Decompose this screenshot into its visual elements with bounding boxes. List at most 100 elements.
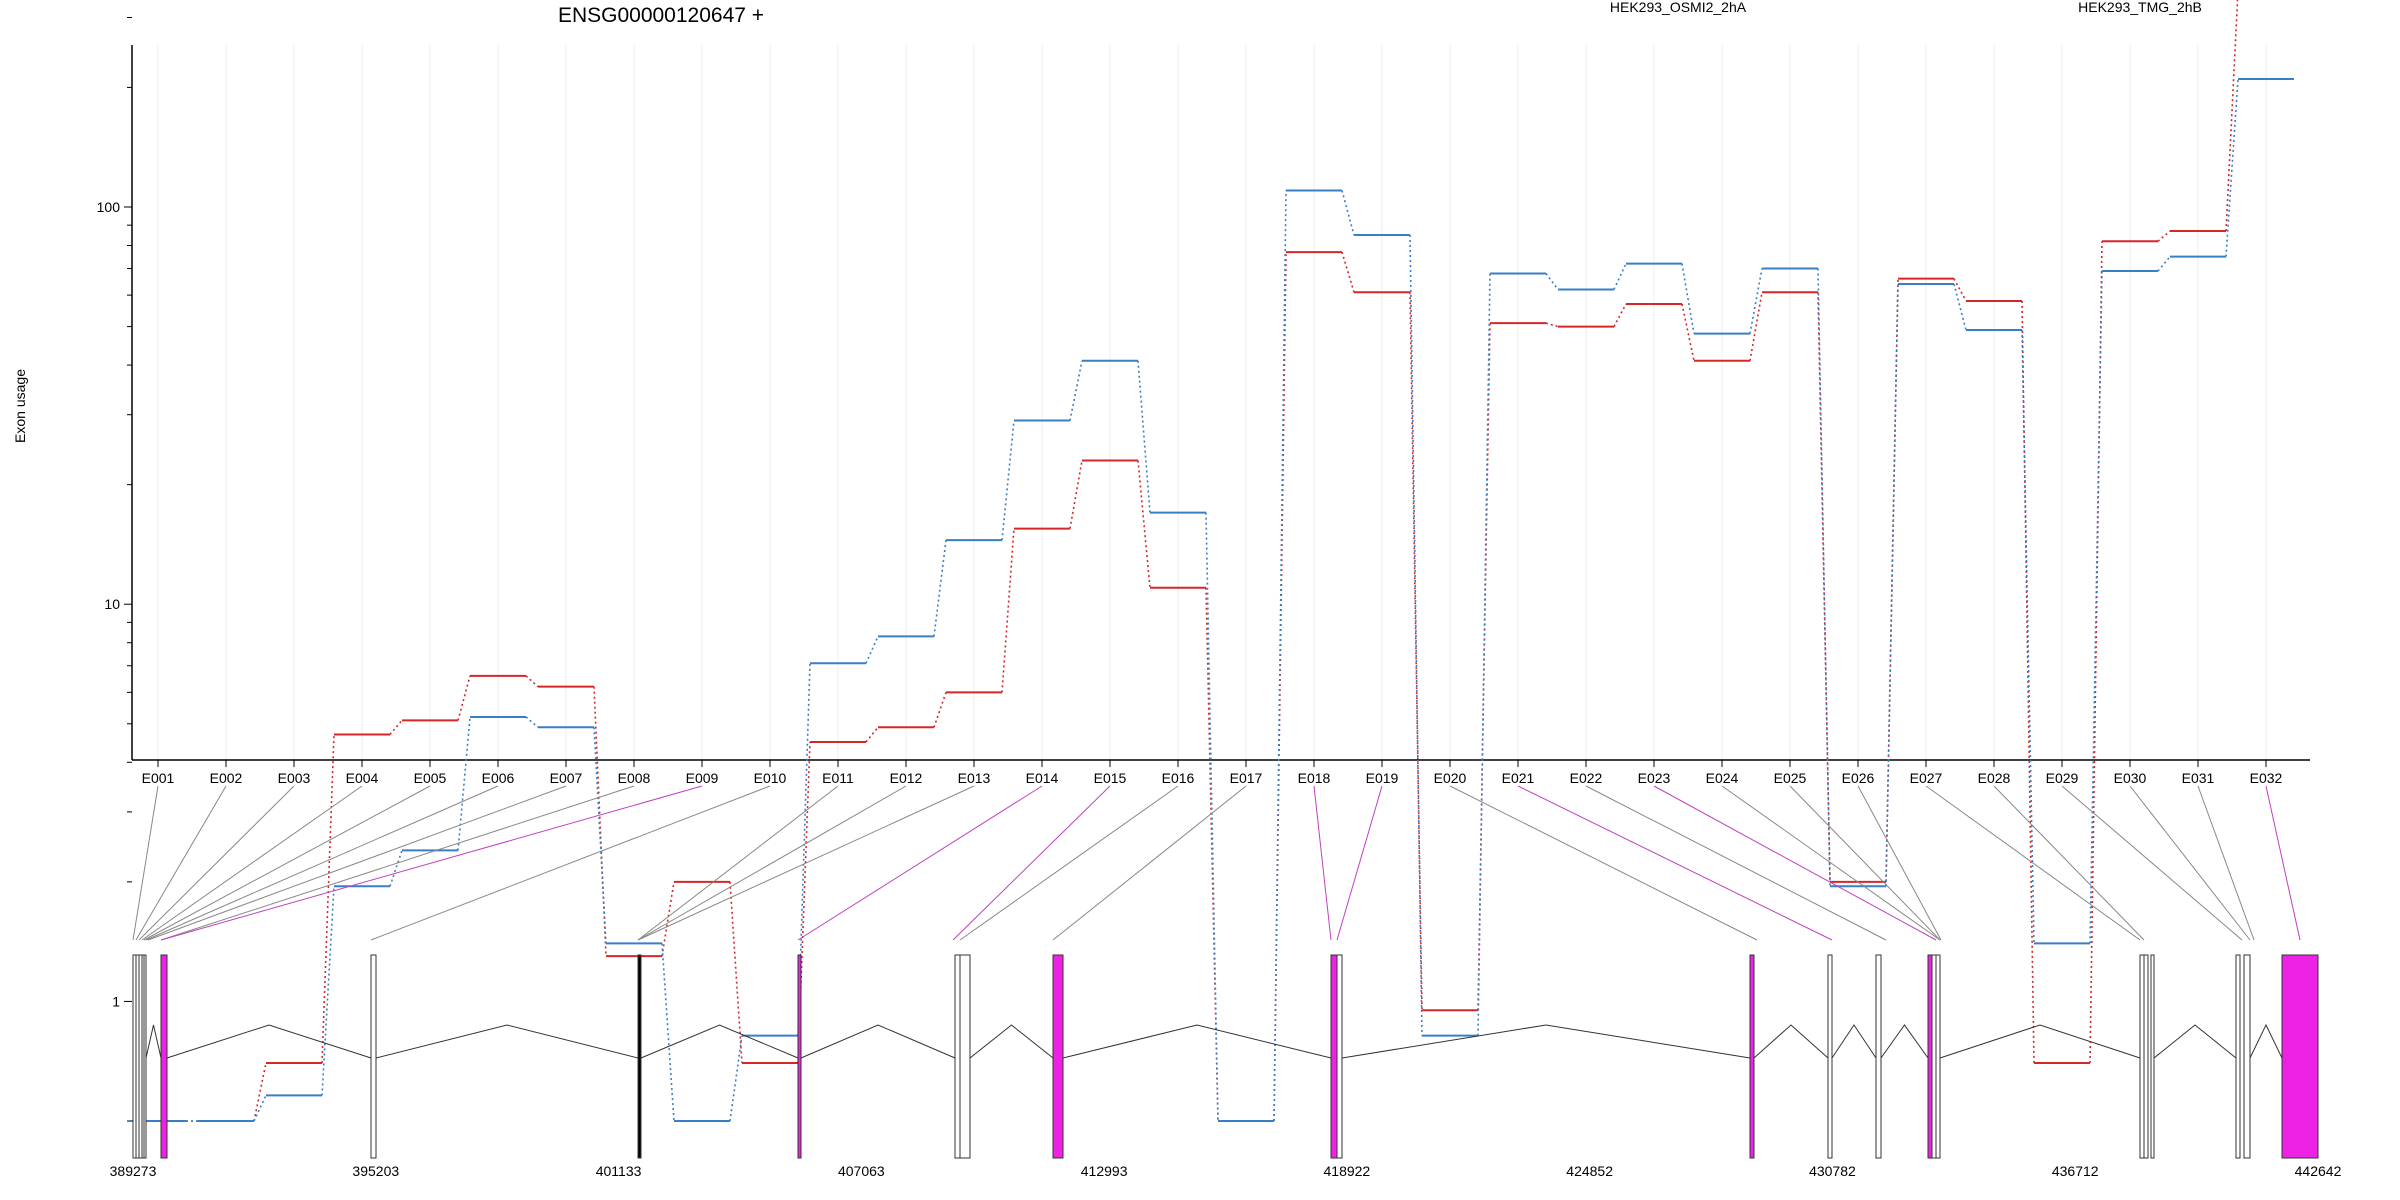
x-tick-label: E026: [1842, 770, 1875, 786]
x-tick-label: E019: [1366, 770, 1399, 786]
exon-connector: [132, 785, 159, 941]
x-tick-label: E032: [2250, 770, 2283, 786]
x-tick-label: E007: [550, 770, 583, 786]
series-join: [525, 675, 539, 688]
intron-line: [1831, 1024, 1877, 1059]
exon-box: [1931, 954, 1937, 1159]
exon-box: [1749, 954, 1755, 1159]
genomic-tick-label: 418922: [1324, 1163, 1371, 1179]
exon-box: [797, 954, 802, 1159]
exon-connector: [160, 785, 703, 941]
series-join: [389, 850, 403, 887]
exon-connector: [145, 785, 499, 941]
intron-line: [969, 1024, 1054, 1059]
x-tick-label: E027: [1910, 770, 1943, 786]
x-tick-label: E030: [2114, 770, 2147, 786]
series-join: [1749, 268, 1763, 334]
x-tick-label: E009: [686, 770, 719, 786]
exon-connector: [141, 785, 363, 941]
series-join: [1613, 263, 1627, 290]
exon-box: [2235, 954, 2241, 1159]
series-join: [1001, 528, 1015, 693]
y-axis-label: Exon usage: [12, 369, 28, 443]
series-join: [1205, 512, 1219, 1122]
exon-box: [1052, 954, 1064, 1159]
x-tick-label: E031: [2182, 770, 2215, 786]
exon-connector: [1653, 785, 1937, 941]
series-join: [2089, 270, 2103, 944]
legend-series-1: HEK293_OSMI2_2hA: [1610, 0, 1747, 15]
genomic-tick-label: 430782: [1809, 1163, 1856, 1179]
x-tick-label: E006: [482, 770, 515, 786]
exon-box: [1927, 954, 1933, 1159]
exon-connector: [952, 785, 1111, 941]
series-join: [1953, 278, 1967, 302]
exon-box: [959, 954, 971, 1159]
gene-model: 389273 395203 401133 407063 412993 418922 4248…: [110, 954, 2342, 1179]
exon-connector: [1336, 785, 1383, 941]
exon-connector: [1993, 785, 2145, 941]
genomic-tick-label: 389273: [110, 1163, 157, 1179]
series-join: [1477, 323, 1491, 1011]
exon-connector: [2061, 785, 2243, 941]
x-tick-label: E021: [1502, 770, 1535, 786]
series-join: [593, 727, 607, 944]
x-tick-label: E013: [958, 770, 991, 786]
series-join: [933, 540, 947, 637]
series-join: [1069, 460, 1083, 529]
intron-line: [1939, 1024, 2141, 1059]
intron-line: [145, 1024, 162, 1059]
exon-box: [2150, 954, 2155, 1159]
series-join: [457, 675, 471, 721]
legend-series-2: HEK293_TMG_2hB: [2078, 0, 2202, 15]
exon-connector: [1857, 785, 1942, 941]
series-join: [865, 636, 879, 664]
intron-line: [2249, 1023, 2283, 1059]
series-join: [797, 663, 811, 1036]
exon-connector: [637, 785, 975, 941]
x-tick-label: E023: [1638, 770, 1671, 786]
exon-box: [954, 954, 961, 1159]
exon-connector: [135, 785, 227, 941]
exon-connector: [797, 785, 1043, 941]
exon-box: [1330, 954, 1338, 1159]
series-join: [1409, 235, 1423, 1036]
exon-connector: [959, 785, 1179, 941]
series-join: [1681, 263, 1695, 334]
x-tick-label: E020: [1434, 770, 1467, 786]
series-join: [1341, 190, 1355, 236]
exon-box: [160, 954, 168, 1159]
exon-connector: [2197, 785, 2255, 941]
exon-connector: [1721, 785, 1941, 941]
x-tick-label: E003: [278, 770, 311, 786]
series-join: [1341, 251, 1355, 293]
series-join: [1681, 303, 1695, 361]
series-join: [2021, 330, 2035, 944]
series-join: [1953, 283, 1967, 331]
exon-box: [2139, 954, 2145, 1159]
genomic-tick-label: 436712: [2052, 1163, 2099, 1179]
exon-connector: [1789, 785, 1941, 941]
x-tick-label: E018: [1298, 770, 1331, 786]
series-join: [253, 1062, 267, 1122]
exon-connector: [1313, 785, 1332, 941]
exon-connector: [1517, 785, 1833, 941]
exon-connector: [370, 785, 771, 941]
series-join: [1137, 360, 1151, 513]
x-tick-label: E022: [1570, 770, 1603, 786]
series-join: [797, 741, 811, 1063]
y-tick-label: 10: [104, 596, 120, 612]
series-join: [593, 686, 607, 957]
exon-connector: [637, 785, 839, 941]
genomic-tick-label: 442642: [2295, 1163, 2342, 1179]
series-join: [457, 716, 471, 851]
x-tick-label: E004: [346, 770, 379, 786]
y-tick-label: 1: [112, 993, 120, 1009]
series-join: [1613, 303, 1627, 327]
genomic-tick-label: 424852: [1566, 1163, 1613, 1179]
exon-box: [1827, 954, 1833, 1159]
x-tick-label: E016: [1162, 770, 1195, 786]
intron-line: [166, 1024, 372, 1059]
exon-connector: [143, 785, 431, 941]
